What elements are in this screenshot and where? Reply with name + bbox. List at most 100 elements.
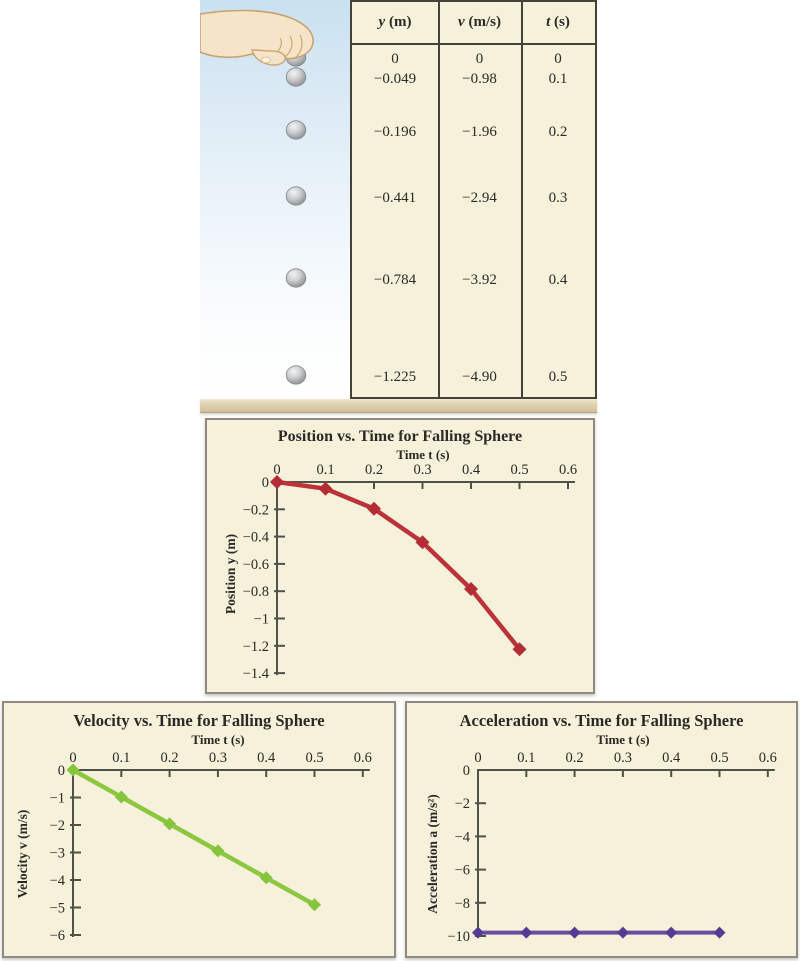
y-tick-label: −0.2 bbox=[243, 502, 269, 518]
y-tick-label: −5 bbox=[50, 901, 65, 917]
x-tick-label: 0.3 bbox=[614, 750, 632, 766]
data-point-marker bbox=[259, 871, 273, 885]
data-point-marker bbox=[318, 481, 333, 496]
y-tick-label: −6 bbox=[455, 863, 470, 879]
table-cell: −1.225 bbox=[373, 369, 417, 385]
y-tick-label: −10 bbox=[447, 929, 470, 945]
table-row: −0.441 −2.94 0.3 bbox=[352, 187, 595, 209]
y-tick-label: 0 bbox=[463, 763, 470, 779]
data-point-marker bbox=[163, 817, 177, 831]
ground-bar bbox=[200, 399, 597, 413]
data-point-marker bbox=[520, 926, 533, 939]
acceleration-y-axis-label: Acceleration a (m/s²) bbox=[425, 794, 440, 914]
y-tick-label: −0.8 bbox=[243, 584, 269, 600]
table-cell: 0 bbox=[554, 51, 562, 67]
table-row: 0 0 0 bbox=[352, 48, 595, 70]
header-y: y (m) bbox=[378, 14, 412, 30]
velocity-chart-panel: 0 0.1 0.2 0.3 0.4 0.5 0.6 0 −1 −2 −3 −4 −5 −6 Velocit… bbox=[2, 701, 396, 958]
x-tick-label: 0.6 bbox=[559, 462, 577, 478]
table-cell: −1.96 bbox=[462, 124, 497, 140]
velocity-chart: 0 0.1 0.2 0.3 0.4 0.5 0.6 0 −1 −2 −3 −4 −5 −6 bbox=[50, 750, 372, 944]
table-cell: 0.1 bbox=[548, 71, 568, 87]
data-point-marker bbox=[713, 926, 726, 939]
data-point-marker bbox=[367, 501, 381, 516]
x-tick-label: 0 bbox=[474, 750, 481, 766]
table-cell: −0.196 bbox=[373, 124, 417, 140]
y-tick-label: −8 bbox=[455, 896, 470, 912]
velocity-chart-title: Velocity vs. Time for Falling Sphere bbox=[73, 711, 325, 730]
data-point-marker bbox=[308, 898, 321, 912]
header-v: v (m/s) bbox=[458, 14, 501, 30]
y-tick-label: −0.6 bbox=[243, 557, 269, 573]
y-tick-label: −4 bbox=[455, 829, 471, 845]
table-cell: 0.2 bbox=[548, 124, 568, 140]
x-tick-label: 0.4 bbox=[257, 750, 276, 766]
data-point-marker bbox=[472, 926, 484, 939]
x-tick-label: 0.3 bbox=[413, 462, 431, 478]
sphere-icons bbox=[285, 47, 307, 385]
sphere-icon bbox=[285, 186, 307, 206]
y-tick-label: −1 bbox=[50, 791, 65, 807]
acceleration-chart: 0 0.1 0.2 0.3 0.4 0.5 0.6 0 −2 −4 −6 −8 −10 bbox=[447, 750, 777, 945]
sphere-icon bbox=[285, 365, 307, 385]
x-tick-label: 0.5 bbox=[305, 750, 323, 766]
velocity-y-axis-label: Velocity v (m/s) bbox=[15, 809, 30, 899]
data-point-marker bbox=[114, 790, 128, 804]
table-cell: 0 bbox=[391, 51, 399, 67]
position-chart-panel: 0 0.1 0.2 0.3 0.4 0.5 0.6 0 −0.2 −0.4 −0.6 −0.8 −1 −1… bbox=[205, 418, 595, 694]
table-cell: −0.784 bbox=[373, 272, 417, 288]
x-tick-label: 0.6 bbox=[354, 750, 372, 766]
data-line bbox=[274, 479, 522, 652]
table-cell: 0 bbox=[475, 51, 484, 67]
y-tick-label: −1.4 bbox=[243, 666, 270, 682]
x-tick-label: 0 bbox=[273, 462, 280, 478]
table-cell: −2.94 bbox=[462, 190, 497, 206]
axis-line bbox=[477, 769, 775, 938]
x-tick-label: 0.4 bbox=[462, 462, 481, 478]
data-point-marker bbox=[464, 582, 478, 597]
y-tick-label: −1 bbox=[254, 612, 269, 628]
position-y-axis-label: Position y (m) bbox=[223, 533, 238, 615]
table-cell: 0.5 bbox=[548, 369, 568, 385]
table-row: −0.049 −0.98 0.1 bbox=[352, 68, 595, 90]
y-tick-label: −0.4 bbox=[243, 530, 270, 546]
table-cell: −0.98 bbox=[462, 71, 497, 87]
x-tick-label: 0.1 bbox=[316, 462, 334, 478]
data-point-marker bbox=[616, 926, 629, 939]
column-divider bbox=[438, 2, 440, 397]
velocity-x-axis-label: Time t (s) bbox=[191, 732, 245, 747]
table-header-row: y (m) v (m/s) t (s) bbox=[352, 2, 595, 45]
acceleration-chart-title: Acceleration vs. Time for Falling Sphere bbox=[459, 711, 744, 730]
data-point-marker bbox=[66, 763, 80, 777]
x-tick-label: 0.3 bbox=[209, 750, 227, 766]
y-tick-label: 0 bbox=[262, 475, 269, 491]
header-t: t (s) bbox=[546, 14, 570, 30]
table-cell: −0.049 bbox=[373, 71, 417, 87]
table-row: −1.225 −4.90 0.5 bbox=[352, 366, 595, 388]
x-tick-label: 0.5 bbox=[510, 462, 528, 478]
y-tick-label: −1.2 bbox=[243, 639, 269, 655]
x-tick-label: 0.2 bbox=[365, 462, 383, 478]
y-tick-label: −3 bbox=[50, 846, 65, 862]
axis-line bbox=[276, 481, 575, 676]
column-divider bbox=[521, 2, 523, 397]
x-tick-label: 0.1 bbox=[112, 750, 130, 766]
sphere-icon bbox=[285, 120, 307, 140]
data-point-marker bbox=[568, 926, 581, 939]
sphere-icon bbox=[285, 67, 307, 87]
position-chart: 0 0.1 0.2 0.3 0.4 0.5 0.6 0 −0.2 −0.4 −0.6 −0.8 −1 −1… bbox=[243, 462, 577, 682]
data-point-marker bbox=[665, 926, 678, 939]
table-cell: −0.441 bbox=[373, 190, 417, 206]
y-tick-label: 0 bbox=[58, 763, 65, 779]
x-tick-label: 0.4 bbox=[662, 750, 681, 766]
falling-sphere-illustration bbox=[200, 0, 350, 399]
y-tick-label: −2 bbox=[455, 796, 470, 812]
data-point-marker bbox=[270, 475, 284, 489]
data-point-marker bbox=[415, 535, 430, 550]
x-tick-label: 0.6 bbox=[759, 750, 777, 766]
acceleration-chart-panel: 0 0.1 0.2 0.3 0.4 0.5 0.6 0 −2 −4 −6 −8 −10 Accelera… bbox=[405, 701, 798, 958]
table-row: −0.196 −1.96 0.2 bbox=[352, 121, 595, 143]
x-tick-label: 0.2 bbox=[161, 750, 179, 766]
hand-icon bbox=[200, 9, 314, 66]
